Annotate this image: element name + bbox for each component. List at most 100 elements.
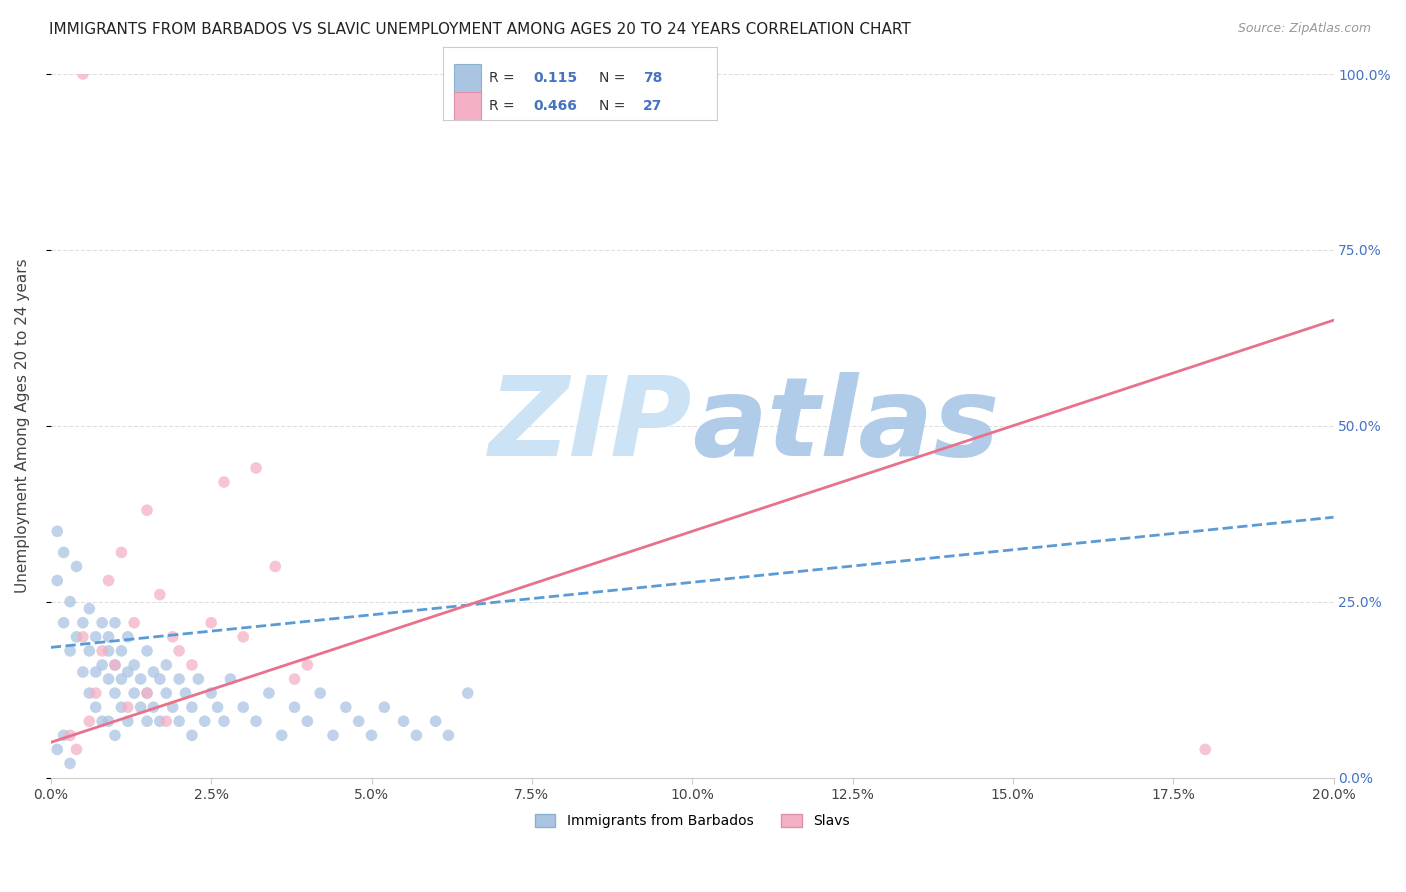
Point	[59, 594, 82, 608]
Point	[283, 700, 305, 714]
Point	[129, 700, 152, 714]
Point	[46, 524, 69, 539]
Point	[335, 700, 357, 714]
Point	[167, 644, 190, 658]
Point	[162, 700, 184, 714]
Point	[194, 714, 217, 729]
Point	[181, 728, 204, 742]
Point	[257, 686, 280, 700]
Point	[187, 672, 209, 686]
Point	[59, 756, 82, 771]
Bar	[454, 92, 481, 122]
Point	[245, 461, 267, 475]
Bar	[454, 64, 481, 95]
Point	[117, 700, 139, 714]
Point	[207, 700, 229, 714]
Point	[117, 665, 139, 679]
Point	[405, 728, 427, 742]
Point	[264, 559, 287, 574]
Point	[104, 686, 127, 700]
Point	[322, 728, 344, 742]
Point	[97, 630, 120, 644]
Text: R =: R =	[489, 71, 519, 85]
Point	[309, 686, 332, 700]
Point	[181, 657, 204, 672]
Legend: Immigrants from Barbados, Slavs: Immigrants from Barbados, Slavs	[529, 809, 855, 834]
Y-axis label: Unemployment Among Ages 20 to 24 years: Unemployment Among Ages 20 to 24 years	[15, 259, 30, 593]
Point	[373, 700, 395, 714]
Point	[149, 714, 172, 729]
Point	[155, 657, 177, 672]
Text: atlas: atlas	[692, 372, 1000, 479]
Text: IMMIGRANTS FROM BARBADOS VS SLAVIC UNEMPLOYMENT AMONG AGES 20 TO 24 YEARS CORREL: IMMIGRANTS FROM BARBADOS VS SLAVIC UNEMP…	[49, 22, 911, 37]
Point	[212, 475, 235, 489]
Point	[97, 574, 120, 588]
Point	[122, 686, 145, 700]
Point	[104, 657, 127, 672]
Point	[136, 686, 159, 700]
Point	[142, 700, 165, 714]
Point	[149, 672, 172, 686]
Point	[104, 728, 127, 742]
Point	[97, 714, 120, 729]
Point	[174, 686, 197, 700]
Point	[392, 714, 415, 729]
Point	[72, 67, 94, 81]
Point	[437, 728, 460, 742]
Point	[136, 503, 159, 517]
Point	[110, 672, 132, 686]
Point	[104, 657, 127, 672]
Point	[347, 714, 370, 729]
Point	[91, 644, 114, 658]
Point	[46, 742, 69, 756]
Point	[117, 714, 139, 729]
Point	[136, 644, 159, 658]
Point	[200, 615, 222, 630]
Point	[1194, 742, 1216, 756]
Point	[245, 714, 267, 729]
Point	[149, 588, 172, 602]
Point	[97, 644, 120, 658]
Text: 78: 78	[643, 71, 662, 85]
Point	[136, 714, 159, 729]
Point	[52, 728, 75, 742]
Point	[91, 615, 114, 630]
Point	[110, 644, 132, 658]
Point	[122, 657, 145, 672]
Text: ZIP: ZIP	[489, 372, 692, 479]
Point	[155, 686, 177, 700]
Point	[155, 714, 177, 729]
Point	[72, 665, 94, 679]
Point	[91, 714, 114, 729]
Point	[136, 686, 159, 700]
Point	[65, 630, 87, 644]
Point	[110, 545, 132, 559]
Text: 0.466: 0.466	[533, 99, 578, 112]
Text: N =: N =	[599, 71, 630, 85]
Point	[360, 728, 382, 742]
Text: 27: 27	[643, 99, 662, 112]
Point	[425, 714, 447, 729]
Point	[104, 615, 127, 630]
Point	[52, 545, 75, 559]
Point	[79, 601, 101, 615]
Point	[457, 686, 479, 700]
Point	[84, 665, 107, 679]
Point	[232, 700, 254, 714]
Point	[84, 630, 107, 644]
Point	[232, 630, 254, 644]
Point	[72, 615, 94, 630]
Text: Source: ZipAtlas.com: Source: ZipAtlas.com	[1237, 22, 1371, 36]
Point	[219, 672, 242, 686]
Point	[212, 714, 235, 729]
Point	[122, 615, 145, 630]
Point	[283, 672, 305, 686]
Point	[91, 657, 114, 672]
Point	[72, 630, 94, 644]
Point	[167, 714, 190, 729]
Point	[65, 559, 87, 574]
Point	[84, 686, 107, 700]
Point	[46, 574, 69, 588]
Point	[84, 700, 107, 714]
Point	[181, 700, 204, 714]
